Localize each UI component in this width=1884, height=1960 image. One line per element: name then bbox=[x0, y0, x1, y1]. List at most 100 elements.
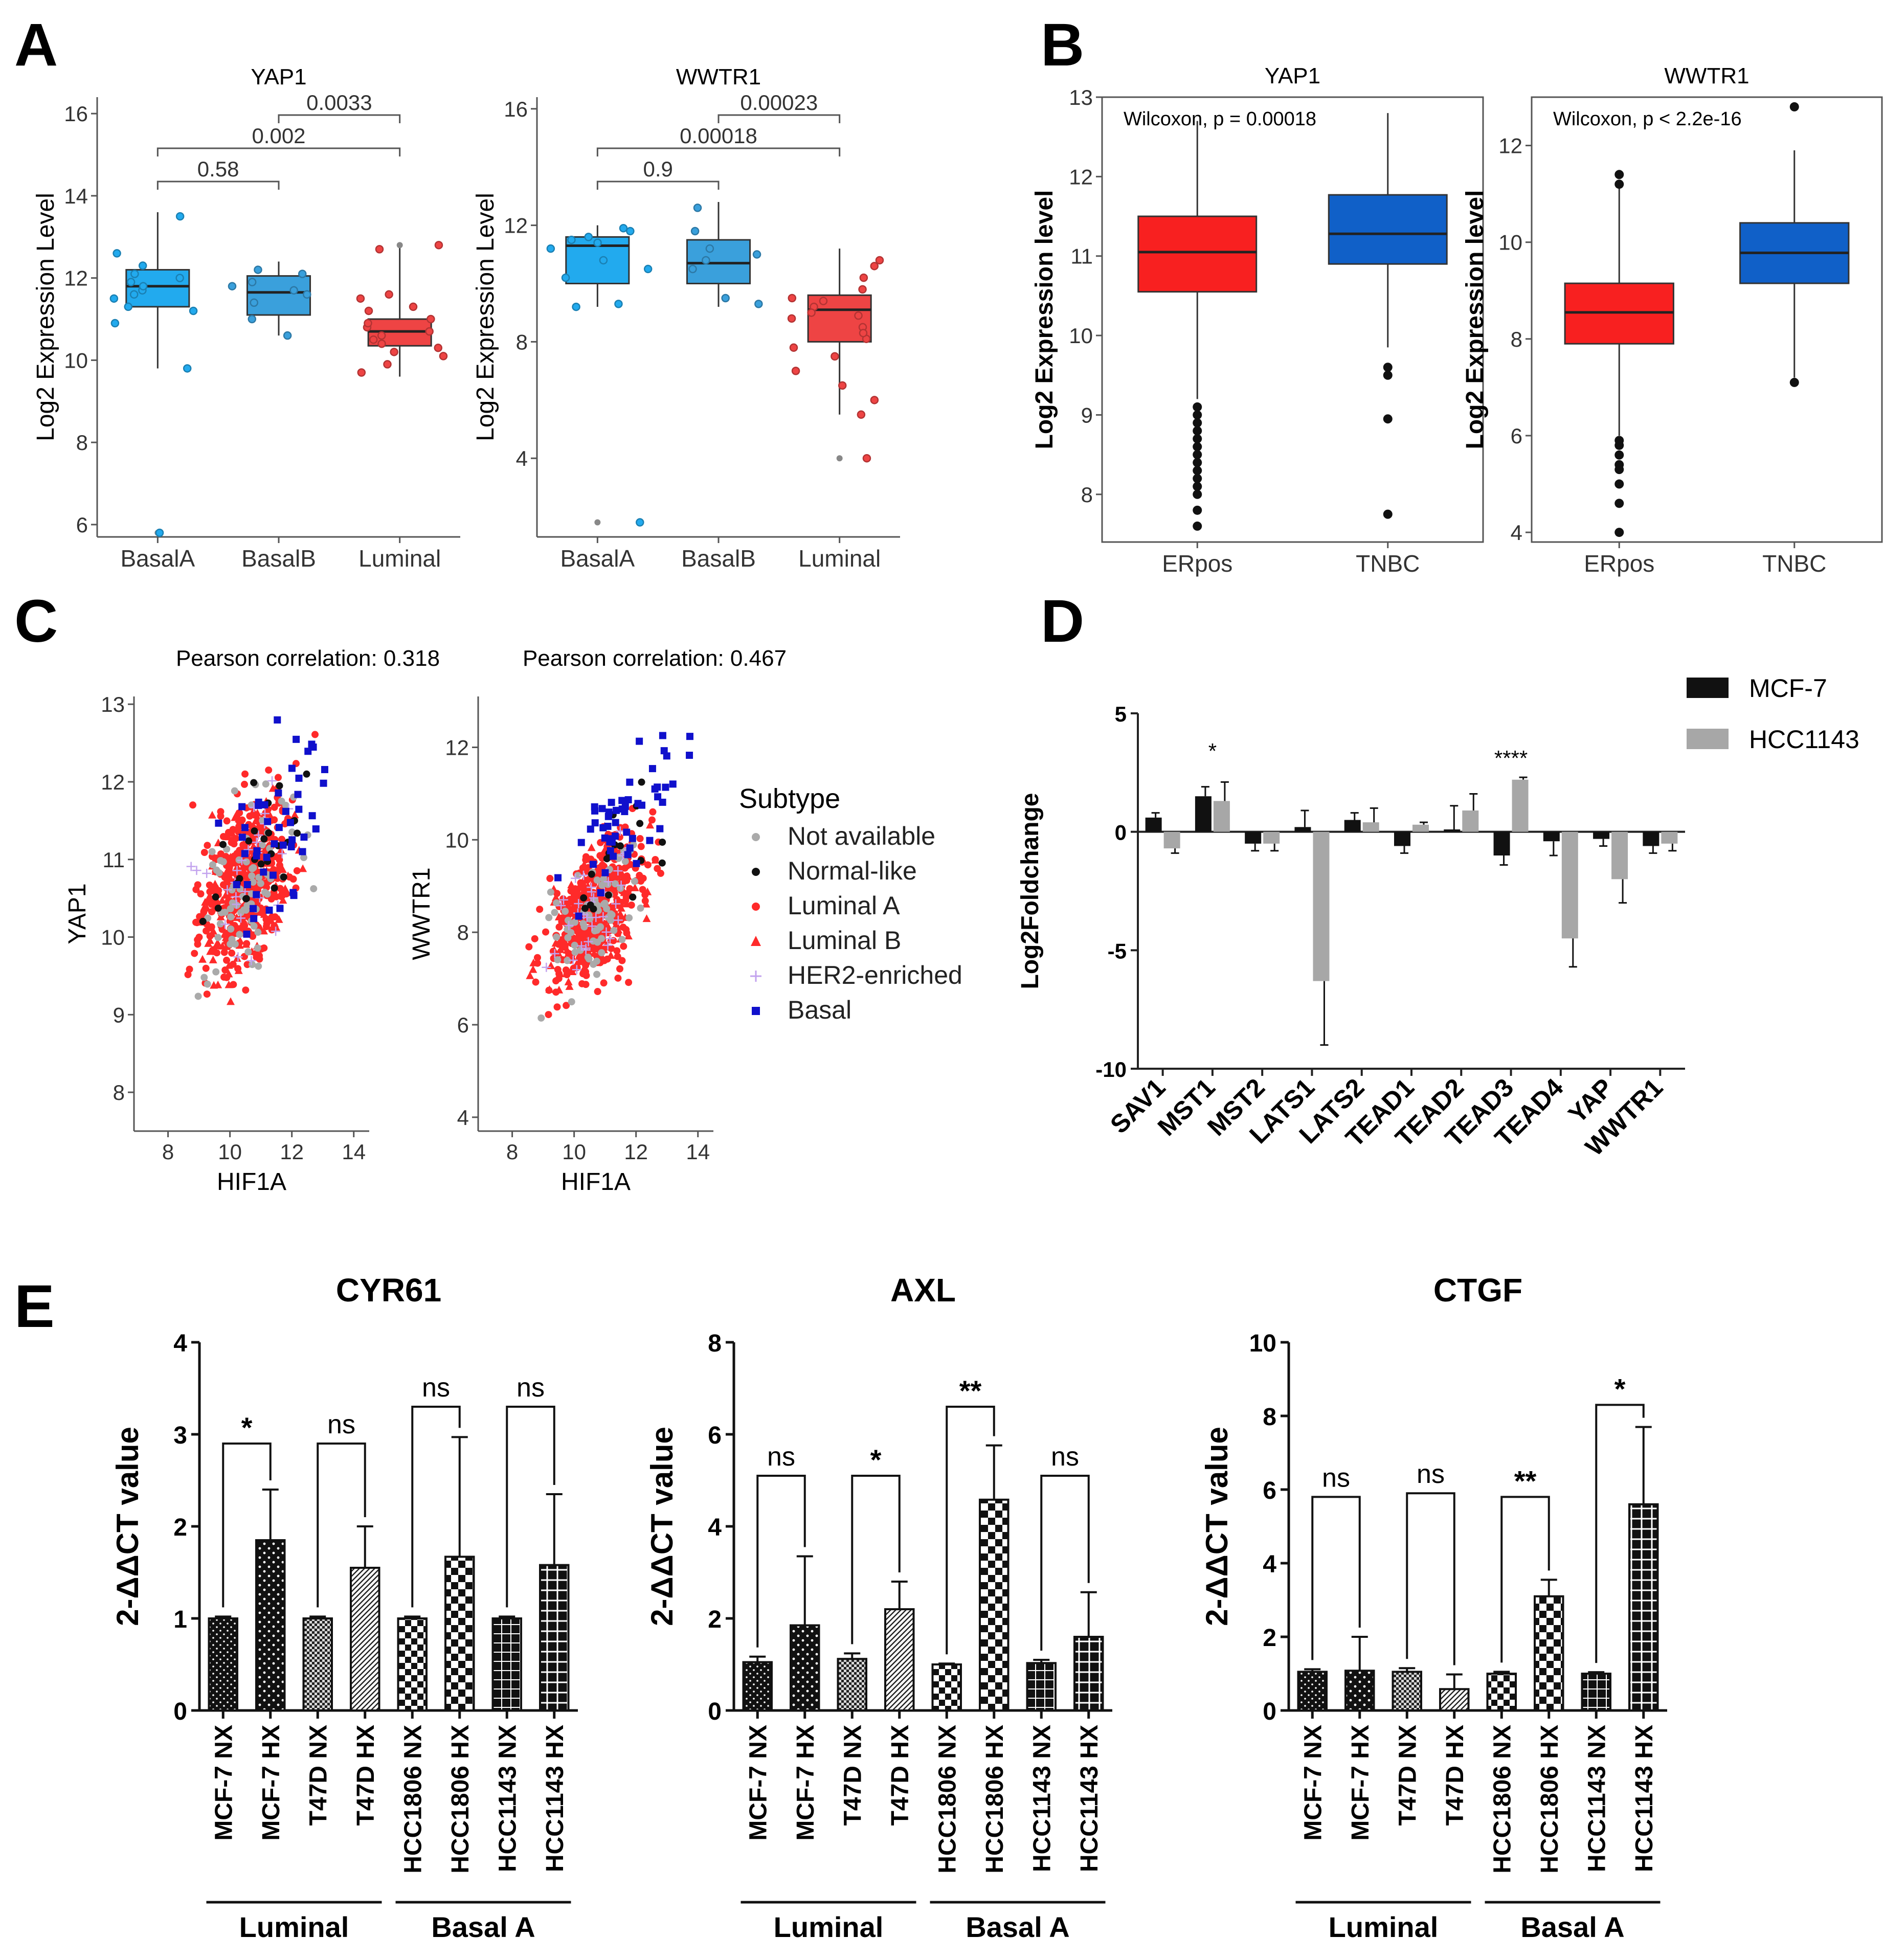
data-point bbox=[139, 262, 146, 269]
y-axis-label: YAP1 bbox=[64, 883, 91, 944]
panel-label-c: C bbox=[14, 588, 58, 655]
x-tick-label: T47D NX bbox=[305, 1725, 332, 1826]
scatter-point bbox=[239, 817, 246, 824]
scatter-point bbox=[312, 825, 320, 832]
chart-title: YAP1 bbox=[251, 64, 306, 89]
chart-title: YAP1 bbox=[1265, 63, 1320, 88]
p-value-label: 0.00023 bbox=[740, 91, 818, 115]
scatter-point bbox=[288, 836, 296, 843]
y-tick-label: 11 bbox=[1070, 244, 1093, 268]
scatter-point bbox=[254, 929, 261, 936]
scatter-point bbox=[230, 961, 237, 968]
data-point bbox=[792, 367, 799, 374]
bar-mcf-7 bbox=[1146, 818, 1162, 832]
scatter-point bbox=[198, 955, 207, 963]
outlier-point bbox=[1614, 179, 1624, 189]
scatter-point bbox=[293, 736, 300, 743]
scatter-point bbox=[594, 876, 601, 884]
outlier-point bbox=[1790, 102, 1799, 111]
scatter-point bbox=[200, 974, 208, 981]
scatter-point bbox=[636, 820, 643, 827]
group-label: Luminal bbox=[1329, 1911, 1439, 1943]
x-tick-label: MCF-7 HX bbox=[258, 1725, 285, 1841]
x-tick-label: HCC1806 NX bbox=[934, 1725, 961, 1874]
legend-title: Subtype bbox=[739, 783, 840, 814]
data-point bbox=[788, 315, 795, 322]
scatter-point bbox=[642, 914, 651, 922]
significance-label: ns bbox=[327, 1410, 355, 1439]
x-tick-label: 10 bbox=[218, 1140, 242, 1164]
data-point bbox=[376, 245, 383, 253]
data-point bbox=[303, 291, 310, 298]
scatter-point bbox=[654, 793, 661, 800]
scatter-point bbox=[261, 889, 268, 896]
x-axis-label: HIF1A bbox=[561, 1168, 631, 1196]
y-tick-label: 3 bbox=[173, 1422, 187, 1449]
significance-label: **** bbox=[1494, 746, 1528, 770]
data-point bbox=[110, 295, 118, 302]
outlier-point bbox=[1383, 371, 1393, 380]
x-tick-label: MST1 bbox=[1152, 1073, 1221, 1141]
scatter-point bbox=[209, 861, 216, 868]
data-point bbox=[440, 352, 447, 359]
y-tick-label: 8 bbox=[457, 920, 469, 944]
scatter-point bbox=[245, 838, 252, 845]
scatter-point bbox=[280, 842, 287, 849]
y-tick-label: 10 bbox=[64, 348, 88, 372]
scatter-point bbox=[239, 833, 246, 841]
scatter-point bbox=[320, 780, 327, 787]
bar bbox=[1440, 1689, 1469, 1710]
data-point bbox=[790, 344, 797, 351]
y-tick-label: 2 bbox=[173, 1514, 187, 1541]
scatter-point bbox=[617, 842, 624, 849]
y-tick-label: 8 bbox=[516, 330, 528, 354]
panel-e-axl-barchart: AXL024682-ΔΔCT valueMCF-7 NX MCF-7 HX T47D… bbox=[645, 1272, 1112, 1943]
scatter-point bbox=[582, 853, 590, 860]
bar-hcc1143 bbox=[1462, 810, 1478, 832]
y-axis-label: Log2 Expression level bbox=[1462, 190, 1489, 449]
scatter-point bbox=[276, 865, 283, 872]
scatter-point bbox=[310, 885, 317, 892]
scatter-point bbox=[217, 850, 225, 858]
panel-e-cyr61-barchart: CYR61012342-ΔΔCT valueMCF-7 NX MCF-7 HX T4… bbox=[110, 1272, 578, 1943]
scatter-point bbox=[562, 908, 569, 915]
scatter-point bbox=[204, 990, 211, 998]
group-label: Luminal bbox=[774, 1911, 884, 1943]
scatter-point bbox=[593, 971, 600, 978]
scatter-point bbox=[567, 887, 574, 894]
scatter-point bbox=[299, 848, 306, 855]
x-tick-label: 12 bbox=[280, 1140, 304, 1164]
scatter-point bbox=[610, 873, 617, 880]
outlier-point bbox=[1383, 510, 1393, 519]
x-tick-label: Luminal bbox=[358, 545, 441, 572]
x-tick-label: Luminal bbox=[798, 545, 881, 572]
data-point bbox=[871, 396, 878, 403]
scatter-point bbox=[202, 869, 211, 878]
data-point bbox=[691, 228, 699, 235]
y-tick-label: 6 bbox=[1511, 424, 1522, 448]
scatter-point bbox=[271, 840, 278, 847]
y-tick-label: 4 bbox=[457, 1106, 469, 1130]
scatter-point bbox=[565, 978, 573, 985]
y-axis-label: 2-ΔΔCT value bbox=[645, 1427, 679, 1626]
scatter-point bbox=[638, 843, 645, 850]
scatter-point bbox=[553, 934, 560, 941]
bar-hcc1143 bbox=[1412, 825, 1429, 832]
y-tick-label: 12 bbox=[445, 735, 469, 759]
data-point bbox=[636, 519, 643, 526]
y-tick-label: 10 bbox=[445, 828, 469, 852]
data-point bbox=[863, 455, 870, 462]
scatter-point bbox=[199, 918, 207, 925]
panel-label-b: B bbox=[1041, 11, 1084, 79]
outlier-point bbox=[1790, 378, 1799, 387]
x-tick-label: HCC1806 HX bbox=[1536, 1725, 1563, 1874]
legend-label: Luminal B bbox=[788, 926, 901, 955]
x-tick-label: MCF-7 NX bbox=[1299, 1725, 1327, 1841]
outlier-point bbox=[1193, 490, 1202, 499]
outlier-point bbox=[1614, 499, 1624, 508]
scatter-point bbox=[253, 852, 260, 860]
panel-label-e: E bbox=[14, 1273, 55, 1340]
y-tick-label: 8 bbox=[76, 431, 88, 455]
scatter-point bbox=[228, 950, 235, 957]
y-tick-label: 14 bbox=[64, 184, 88, 208]
